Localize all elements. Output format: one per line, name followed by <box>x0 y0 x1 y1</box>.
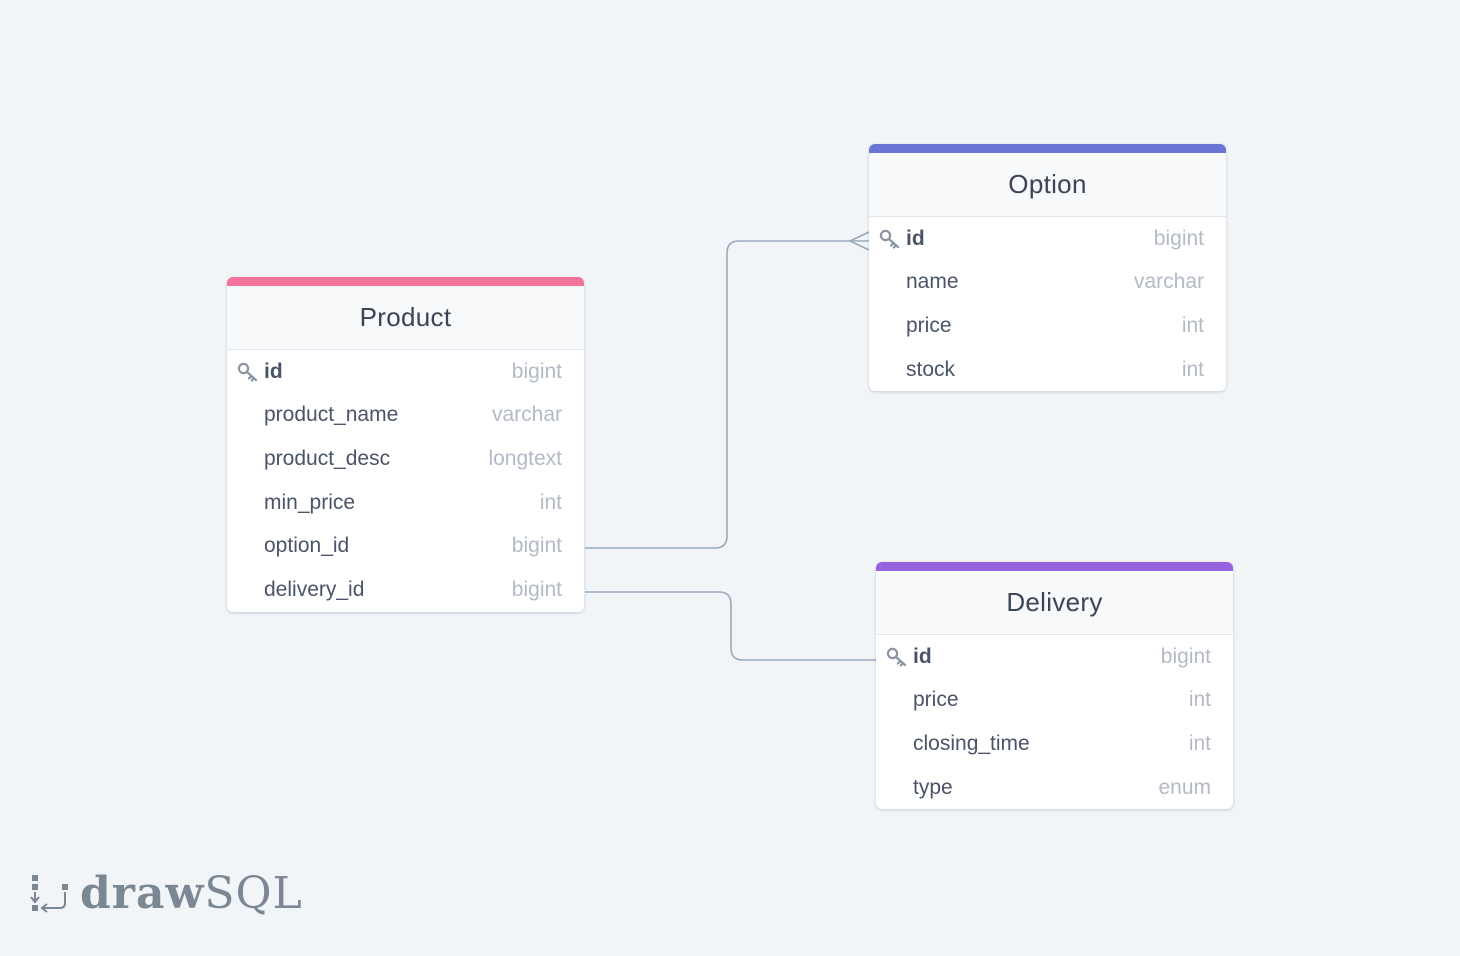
field-name: closing_time <box>913 731 1030 755</box>
field-name: option_id <box>264 534 350 558</box>
logo-text-draw: draw <box>80 867 205 919</box>
relation-product-option[interactable] <box>585 240 869 549</box>
relation-product-delivery[interactable] <box>585 591 876 661</box>
field-row-product-desc[interactable]: product_desc longtext <box>227 437 584 481</box>
field-row-id[interactable]: id bigint <box>876 635 1233 679</box>
field-type: bigint <box>1153 226 1204 250</box>
field-type: longtext <box>488 446 562 470</box>
field-name: product_name <box>264 403 399 427</box>
field-name: id <box>264 359 283 383</box>
table-fields: id bigint name varchar price int stock int <box>869 217 1226 391</box>
field-name: stock <box>906 357 956 381</box>
field-type: int <box>539 490 562 514</box>
field-name: name <box>906 270 959 294</box>
table-header[interactable]: Delivery <box>876 571 1233 635</box>
field-name: price <box>906 313 952 337</box>
field-row-min-price[interactable]: min_price int <box>227 481 584 525</box>
field-type: varchar <box>1133 270 1204 294</box>
table-name: Option <box>1008 169 1087 199</box>
field-row-id[interactable]: id bigint <box>869 217 1226 261</box>
table-header[interactable]: Option <box>869 153 1226 217</box>
field-name: id <box>913 644 932 668</box>
field-row-stock[interactable]: stock int <box>869 348 1226 392</box>
crowfoot-many-marker <box>848 231 870 251</box>
key-icon <box>237 362 259 382</box>
table-name: Product <box>359 302 452 332</box>
table-accent-bar <box>869 144 1226 153</box>
field-row-option-id[interactable]: option_id bigint <box>227 524 584 568</box>
table-header[interactable]: Product <box>227 286 584 350</box>
field-type: int <box>1188 688 1211 712</box>
table-delivery[interactable]: Delivery id bigint price int closing_time int… <box>876 562 1233 810</box>
table-fields: id bigint product_name varchar product_desc l… <box>227 350 584 612</box>
field-type: bigint <box>511 359 562 383</box>
field-name: price <box>913 688 959 712</box>
field-type: enum <box>1158 775 1211 799</box>
field-row-product-name[interactable]: product_name varchar <box>227 394 584 438</box>
logo-text-sql: SQL <box>204 867 303 919</box>
field-type: bigint <box>511 577 562 601</box>
field-row-name[interactable]: name varchar <box>869 261 1226 305</box>
field-row-id[interactable]: id bigint <box>227 350 584 394</box>
field-type: varchar <box>491 403 562 427</box>
field-type: int <box>1181 357 1204 381</box>
field-name: min_price <box>264 490 356 514</box>
field-row-price[interactable]: price int <box>876 679 1233 723</box>
field-type: int <box>1188 731 1211 755</box>
field-type: bigint <box>1160 644 1211 668</box>
field-row-type[interactable]: type enum <box>876 766 1233 810</box>
key-icon <box>879 229 901 249</box>
field-name: id <box>906 226 925 250</box>
drawsql-logo: draw SQL <box>30 867 303 919</box>
table-fields: id bigint price int closing_time int type enum <box>876 635 1233 809</box>
table-name: Delivery <box>1006 587 1103 617</box>
table-accent-bar <box>227 277 584 286</box>
table-product[interactable]: Product id bigint product_name varchar produ… <box>227 277 584 612</box>
table-accent-bar <box>876 562 1233 571</box>
field-row-delivery-id[interactable]: delivery_id bigint <box>227 568 584 612</box>
drawsql-logo-icon <box>30 875 68 913</box>
field-name: delivery_id <box>264 577 365 601</box>
key-icon <box>886 647 908 667</box>
field-name: type <box>913 775 953 799</box>
field-type: bigint <box>511 534 562 558</box>
field-type: int <box>1181 313 1204 337</box>
field-row-price[interactable]: price int <box>869 304 1226 348</box>
field-name: product_desc <box>264 446 391 470</box>
table-option[interactable]: Option id bigint name varchar price int stock i… <box>869 144 1226 392</box>
field-row-closing-time[interactable]: closing_time int <box>876 722 1233 766</box>
